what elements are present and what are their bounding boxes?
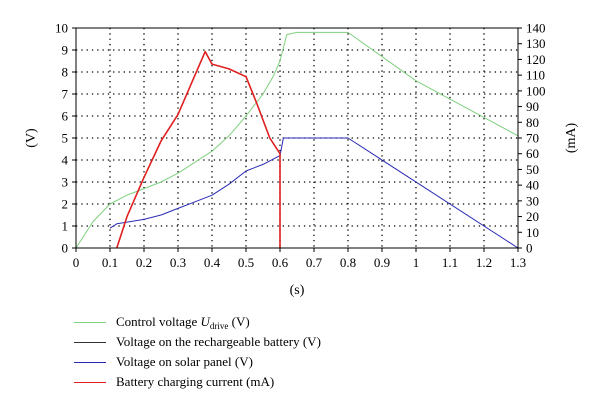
y-left-tick-label: 9 [62,43,69,58]
y-left-tick-label: 3 [62,175,69,190]
y-right-tick-label: 50 [526,162,539,177]
legend: Control voltage Udrive (V) Voltage on the… [74,312,321,392]
legend-swatch [74,381,106,383]
legend-label: Control voltage Udrive (V) [116,313,250,331]
legend-swatch [74,321,106,323]
x-tick-label: 1.3 [510,255,526,270]
y-left-tick-label: 6 [62,109,69,124]
x-tick-label: 0.9 [374,255,390,270]
y-right-tick-label: 30 [526,193,539,208]
x-tick-label: 0.4 [204,255,221,270]
y-right-tick-label: 90 [526,99,539,114]
y-right-tick-label: 80 [526,115,539,130]
y-left-tick-label: 10 [55,21,68,36]
y-left-tick-label: 5 [62,131,69,146]
y-right-tick-label: 60 [526,146,539,161]
x-tick-label: 0.5 [238,255,254,270]
x-tick-label: 0 [73,255,80,270]
legend-label: Battery charging current (mA) [116,374,275,389]
legend-item: Control voltage Udrive (V) [74,312,321,332]
legend-item: Voltage on the rechargeable battery (V) [74,332,321,352]
x-tick-label: 0.8 [340,255,356,270]
axis-labels: (s) (V) (mA) [24,123,579,298]
y-right-tick-label: 130 [526,36,546,51]
legend-label: Voltage on the rechargeable battery (V) [116,334,321,349]
legend-item: Battery charging current (mA) [74,372,321,392]
y-left-tick-label: 4 [62,153,69,168]
y-right-tick-label: 110 [526,68,545,83]
y-left-tick-label: 8 [62,65,69,80]
y-right-axis-label: (mA) [564,123,579,154]
x-tick-label: 1.2 [476,255,492,270]
series-line-3 [116,50,281,249]
y-right-tick-label: 0 [526,241,533,256]
ticks: 0 0.1 0.2 0.3 0.4 0.5 0.6 0.7 0.8 0.9 1 1.1 1.2 1.301… [55,21,546,271]
y-right-tick-label: 20 [526,209,539,224]
x-tick-label: 1.1 [442,255,458,270]
y-left-axis-label: (V) [24,128,39,148]
y-right-tick-label: 140 [526,21,546,36]
chart: 0 0.1 0.2 0.3 0.4 0.5 0.6 0.7 0.8 0.9 1 1.1 1.2 1.301… [24,21,579,299]
x-tick-label: 0.1 [102,255,118,270]
series-layer [75,31,519,249]
series-line-2 [109,137,519,249]
y-right-tick-label: 10 [526,225,539,240]
x-tick-label: 0.7 [306,255,323,270]
y-right-tick-label: 40 [526,178,539,193]
legend-label: Voltage on solar panel (V) [116,354,253,369]
x-tick-label: 1 [413,255,420,270]
y-left-tick-label: 1 [62,219,69,234]
series-line-0 [75,31,519,249]
y-right-tick-label: 70 [526,131,539,146]
x-tick-label: 0.2 [136,255,152,270]
y-right-tick-label: 120 [526,52,546,67]
y-left-tick-label: 2 [62,197,69,212]
x-axis-label: (s) [290,283,305,298]
y-right-tick-label: 100 [526,83,546,98]
y-left-tick-label: 7 [62,87,69,102]
y-left-tick-label: 0 [62,241,69,256]
legend-item: Voltage on solar panel (V) [74,352,321,372]
legend-swatch [74,361,106,363]
x-tick-label: 0.6 [272,255,289,270]
legend-swatch [74,341,106,343]
x-tick-label: 0.3 [170,255,186,270]
